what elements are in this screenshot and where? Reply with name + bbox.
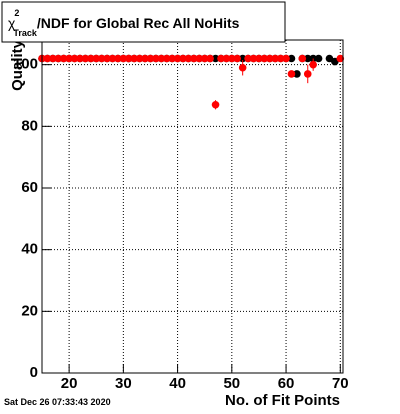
point xyxy=(233,54,242,63)
point xyxy=(152,54,160,63)
point xyxy=(76,54,84,63)
point xyxy=(238,54,247,63)
point xyxy=(217,54,225,63)
chart-title: χ2 Track/NDF for Global Rec All NoHits xyxy=(8,8,240,38)
point xyxy=(303,54,312,63)
point xyxy=(92,54,101,63)
x-tick-label: 20 xyxy=(61,375,78,392)
point xyxy=(228,54,236,63)
y-tick-label: 60 xyxy=(21,179,38,196)
point xyxy=(293,70,301,78)
point xyxy=(162,54,171,63)
title-text: /NDF for Global Rec All NoHits xyxy=(37,15,240,31)
point xyxy=(303,70,312,78)
y-tick-label: 40 xyxy=(21,241,38,258)
point xyxy=(276,54,285,63)
point xyxy=(54,54,63,63)
title-box xyxy=(1,1,286,43)
point xyxy=(103,54,111,63)
point xyxy=(141,54,149,63)
point xyxy=(173,54,182,63)
point xyxy=(211,54,220,63)
point xyxy=(260,54,269,63)
point xyxy=(43,54,52,63)
y-axis-label: Quality xyxy=(9,39,26,91)
timestamp: Sat Dec 26 07:33:43 2020 xyxy=(4,397,111,407)
point xyxy=(287,54,296,63)
x-tick-label: 50 xyxy=(223,375,240,392)
point xyxy=(130,54,138,63)
x-tick-label: 60 xyxy=(278,375,295,392)
point xyxy=(222,54,231,63)
point xyxy=(211,100,220,109)
point xyxy=(309,60,317,69)
point xyxy=(195,54,204,63)
point xyxy=(135,54,144,63)
marks xyxy=(38,54,345,110)
plot-area xyxy=(42,40,343,373)
point xyxy=(81,54,90,63)
point xyxy=(282,54,290,63)
point xyxy=(49,54,57,63)
point xyxy=(87,54,95,63)
point xyxy=(108,54,117,63)
x-tick-label: 70 xyxy=(332,375,349,392)
point xyxy=(271,54,280,63)
point xyxy=(157,54,166,63)
point xyxy=(59,54,68,63)
point xyxy=(97,54,106,63)
point xyxy=(168,54,176,63)
y-tick-label: 100 xyxy=(13,56,38,73)
axes: 0 20 40 60 80 100 20 30 40 50 60 70 xyxy=(13,56,349,392)
title-sub: Track xyxy=(13,28,38,38)
y-tick-label: 20 xyxy=(21,302,38,319)
point xyxy=(255,54,263,63)
y-tick-label: 0 xyxy=(30,364,38,381)
point xyxy=(114,54,122,63)
title-sup: 2 xyxy=(14,8,19,18)
title-symbol: χ xyxy=(8,15,16,31)
point xyxy=(179,54,187,63)
point xyxy=(65,54,73,63)
point xyxy=(124,54,133,63)
point xyxy=(190,54,198,63)
point xyxy=(200,54,209,63)
point xyxy=(146,54,155,63)
point xyxy=(244,54,252,63)
y-tick-label: 80 xyxy=(21,117,38,134)
point xyxy=(70,54,79,63)
x-tick-label: 30 xyxy=(115,375,132,392)
point xyxy=(249,54,258,63)
point xyxy=(184,54,193,63)
x-tick-label: 40 xyxy=(169,375,186,392)
point xyxy=(287,70,296,78)
x-axis-label: No. of Fit Points xyxy=(225,392,340,409)
point xyxy=(119,54,128,63)
point xyxy=(336,54,345,63)
point xyxy=(298,54,307,63)
point xyxy=(265,54,274,63)
point xyxy=(206,54,214,63)
point xyxy=(238,63,247,72)
point xyxy=(314,54,323,63)
